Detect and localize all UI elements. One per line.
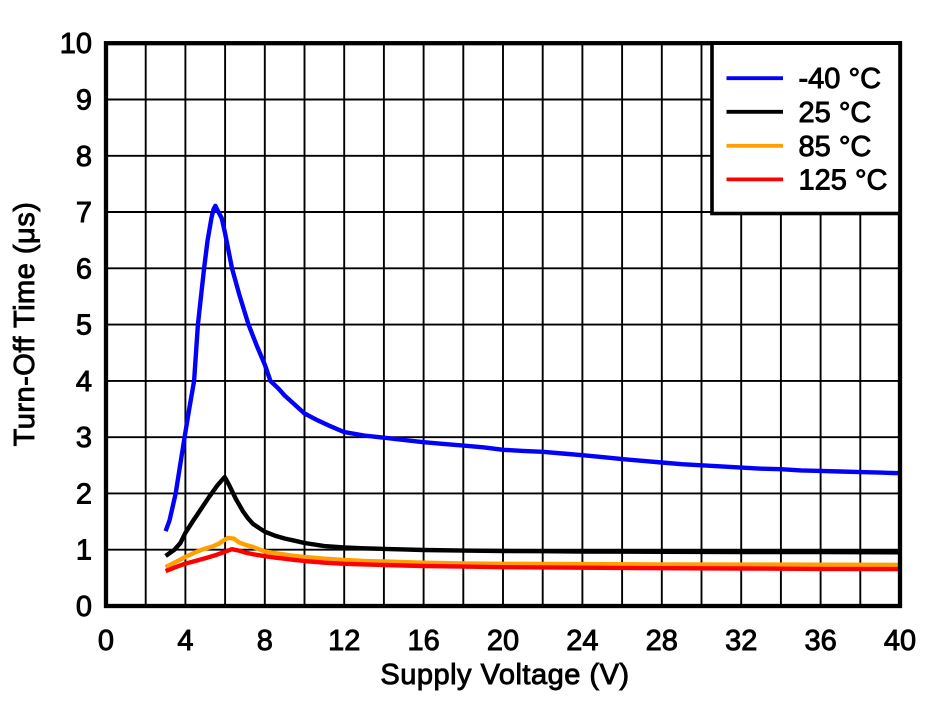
svg-text:125 °C: 125 °C	[799, 164, 888, 196]
svg-text:3: 3	[76, 422, 92, 454]
svg-text:24: 24	[566, 625, 598, 657]
svg-text:0: 0	[98, 625, 114, 657]
svg-text:-40 °C: -40 °C	[799, 63, 882, 95]
svg-text:4: 4	[76, 366, 92, 398]
svg-text:36: 36	[804, 625, 836, 657]
svg-text:Supply Voltage (V): Supply Voltage (V)	[380, 659, 629, 691]
svg-text:10: 10	[60, 28, 92, 60]
svg-text:6: 6	[76, 253, 92, 285]
svg-text:5: 5	[76, 310, 92, 342]
svg-text:2: 2	[76, 478, 92, 510]
svg-text:32: 32	[725, 625, 757, 657]
svg-text:40: 40	[884, 625, 916, 657]
svg-text:25 °C: 25 °C	[799, 97, 872, 129]
svg-text:28: 28	[646, 625, 678, 657]
svg-text:20: 20	[487, 625, 519, 657]
svg-text:12: 12	[328, 625, 360, 657]
svg-text:85 °C: 85 °C	[799, 131, 872, 163]
svg-text:8: 8	[257, 625, 273, 657]
svg-text:4: 4	[177, 625, 193, 657]
svg-text:8: 8	[76, 141, 92, 173]
svg-text:0: 0	[76, 591, 92, 623]
svg-text:16: 16	[407, 625, 439, 657]
svg-text:9: 9	[76, 85, 92, 117]
svg-text:7: 7	[76, 197, 92, 229]
svg-text:Turn-Off Time (μs): Turn-Off Time (μs)	[9, 202, 41, 447]
svg-text:1: 1	[76, 535, 92, 567]
